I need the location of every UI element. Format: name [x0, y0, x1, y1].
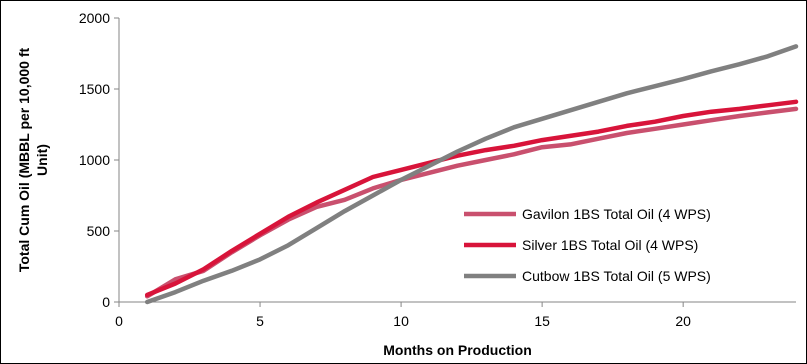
y-tick-label: 2000 [79, 10, 110, 26]
y-tick-label: 1000 [79, 152, 110, 168]
x-tick-label: 0 [115, 313, 123, 329]
y-tick-label: 0 [102, 294, 110, 310]
x-axis-title: Months on Production [383, 342, 532, 358]
x-tick-label: 10 [393, 313, 409, 329]
legend-label-2: Silver 1BS Total Oil (4 WPS) [522, 237, 698, 253]
series-line-2 [144, 99, 799, 298]
x-tick-label: 5 [256, 313, 264, 329]
legend-label-3: Cutbow 1BS Total Oil (5 WPS) [522, 268, 711, 284]
y-axis-title-line-1: Total Cum Oil (MBBL per 10,000 ft [16, 48, 32, 273]
y-axis-title: Total Cum Oil (MBBL per 10,000 ft Unit) [16, 48, 50, 273]
axes: 0 500 1000 1500 2000 0 5 10 15 20 [79, 10, 796, 329]
x-tick-label: 20 [675, 313, 691, 329]
series-group [144, 44, 799, 305]
legend-label-1: Gavilon 1BS Total Oil (4 WPS) [522, 206, 711, 222]
y-tick-label: 1500 [79, 81, 110, 97]
x-tick-label: 15 [534, 313, 550, 329]
series-line-3 [144, 44, 799, 305]
y-tick-label: 500 [87, 223, 111, 239]
y-axis-title-line-2: Unit) [34, 144, 50, 176]
legend: Gavilon 1BS Total Oil (4 WPS) Silver 1BS … [464, 206, 711, 284]
